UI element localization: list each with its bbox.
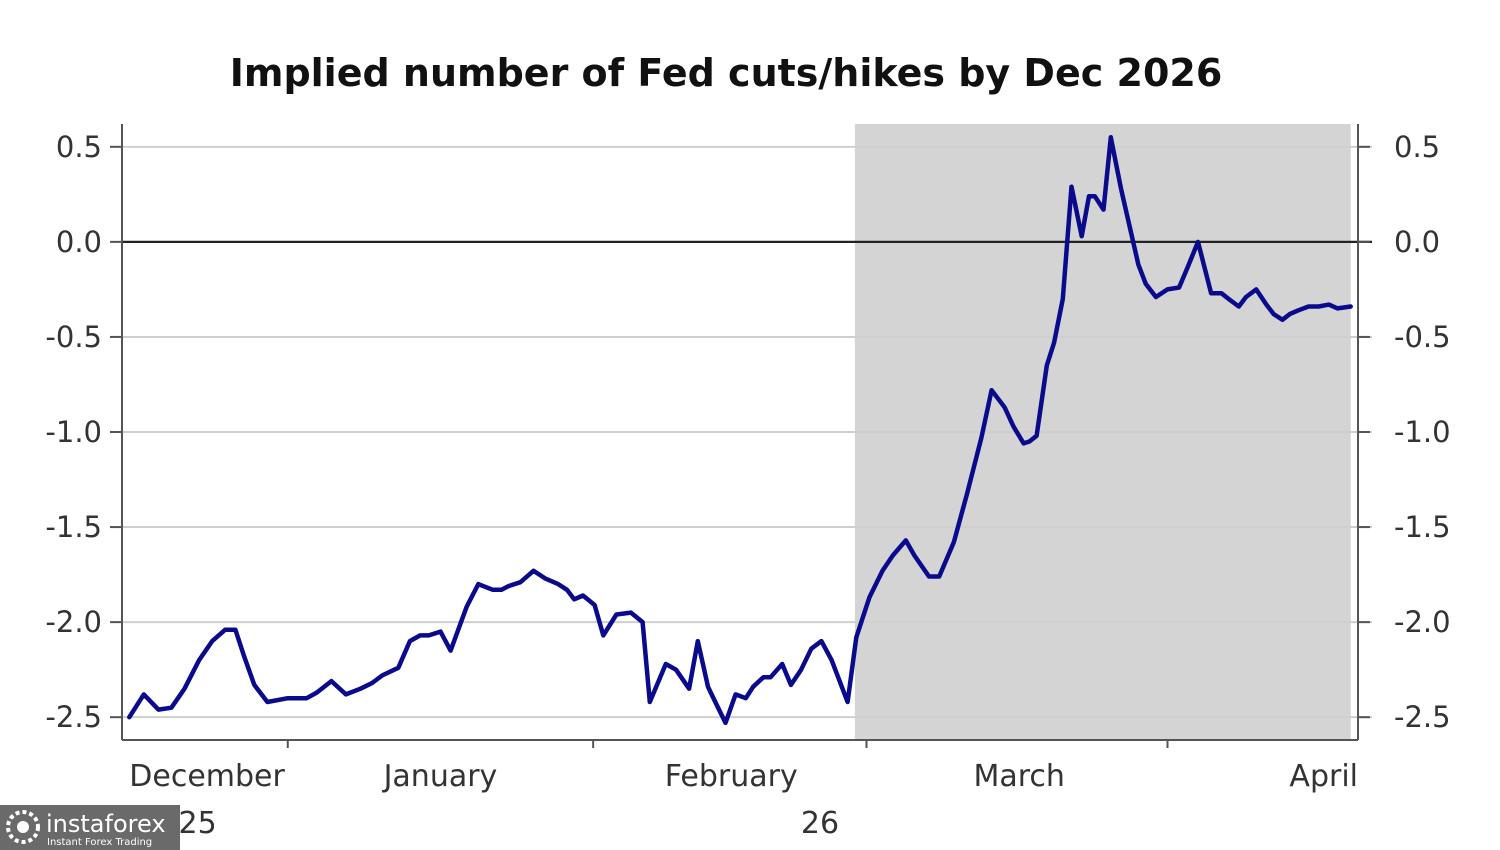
y-tick-label-right: -1.0: [1394, 415, 1451, 449]
y-tick-label-left: 0.5: [56, 130, 102, 164]
y-tick-label-right: -2.0: [1394, 605, 1451, 639]
y-tick-label-right: -0.5: [1394, 320, 1451, 354]
y-tick-label-left: -0.5: [45, 320, 102, 354]
x-month-label: February: [665, 759, 798, 794]
series-line: [127, 135, 1353, 726]
series-layer: [127, 135, 1353, 726]
y-tick-label-left: -1.5: [45, 510, 102, 544]
chart-title: Implied number of Fed cuts/hikes by Dec …: [230, 51, 1223, 95]
y-tick-label-right: -1.5: [1394, 510, 1451, 544]
x-month-label: December: [129, 759, 285, 794]
y-tick-label-left: -1.0: [45, 415, 102, 449]
gridlines: [122, 145, 1372, 719]
instaforex-logo-icon: [6, 810, 40, 844]
y-tick-label-right: -2.5: [1394, 700, 1451, 734]
y-tick-label-left: -2.5: [45, 700, 102, 734]
x-month-label: March: [973, 759, 1064, 794]
y-tick-label-right: 0.5: [1394, 130, 1440, 164]
x-year-label: 25: [179, 806, 217, 841]
watermark-brand: instaforex: [46, 810, 166, 838]
y-tick-label-left: -2.0: [45, 605, 102, 639]
y-tick-label-right: 0.0: [1394, 225, 1440, 259]
axes: [110, 124, 1370, 748]
y-tick-label-left: 0.0: [56, 225, 102, 259]
watermark: instaforex Instant Forex Trading: [0, 805, 180, 850]
watermark-tagline: Instant Forex Trading: [47, 837, 152, 848]
axis-labels: 0.5 0.5 0.0 0.0 -0.5 -0.5 -1.0 -1.0 -1.5 -1.5 -2.0…: [45, 130, 1450, 841]
x-year-label: 26: [801, 806, 839, 841]
x-month-label: April: [1289, 759, 1358, 794]
x-month-label: January: [382, 759, 498, 794]
watermark-background: [0, 805, 180, 850]
